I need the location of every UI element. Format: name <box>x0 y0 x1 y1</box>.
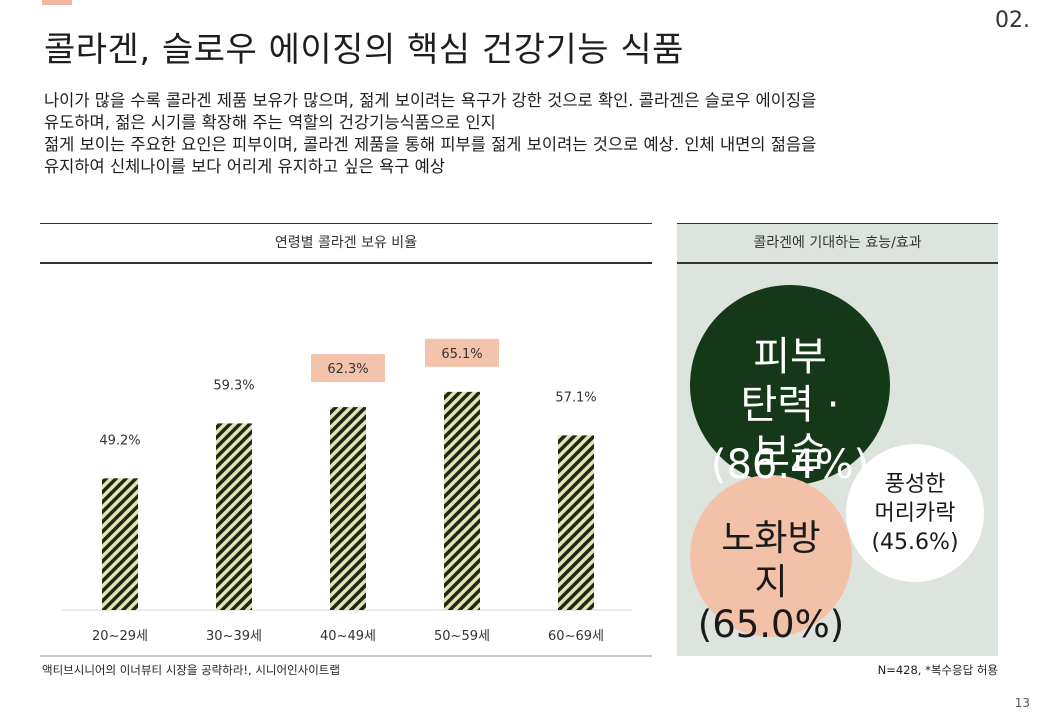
category-label-4: 60~69세 <box>548 629 604 644</box>
page-number: 13 <box>1014 696 1030 710</box>
category-label-1: 30~39세 <box>206 629 262 644</box>
page-title: 콜라겐, 슬로우 에이징의 핵심 건강기능 식품 <box>44 30 684 70</box>
description-line: 나이가 많을 수록 콜라겐 제품 보유가 많으며, 젊게 보이려는 욕구가 강한… <box>44 91 817 110</box>
value-label-3: 65.1% <box>441 347 482 362</box>
section-code: 02. <box>995 8 1030 33</box>
right-header-rule-bottom <box>677 262 998 264</box>
source-citation: 액티브시니어의 이너뷰티 시장을 공략하라!, 시니어인사이트랩 <box>42 663 340 677</box>
effects-header: 콜라겐에 기대하는 효능/효과 <box>753 235 922 251</box>
right-header-rule-top <box>677 223 998 224</box>
skin-elasticity-value: (86.4%) <box>710 442 870 488</box>
category-label-0: 20~29세 <box>92 629 148 644</box>
hair-volume-label: 풍성한 머리카락 (45.6%) <box>871 471 959 555</box>
anti-aging-value: (65.0%) <box>697 603 845 646</box>
skin-elasticity-label: 피부 탄력 · 보습 <box>740 334 840 476</box>
bar-3 <box>444 391 480 610</box>
bar-chart: 49.2% 20~29세 59.3% 30~39세 62.3% 40~49세 65.1% 50… <box>62 338 632 644</box>
category-label-2: 40~49세 <box>320 629 376 644</box>
description-line: 유도하며, 젊은 시기를 확장해 주는 역할의 건강기능식품으로 인지 <box>44 113 496 132</box>
chart-header: 연령별 콜라겐 보유 비율 <box>274 235 418 251</box>
left-header-rule-bottom <box>40 262 652 264</box>
value-label-highlight-3 <box>425 338 499 367</box>
anti-aging-bubble: 노화방 지 <box>690 475 852 637</box>
value-label-1: 59.3% <box>213 378 254 393</box>
category-label-3: 50~59세 <box>434 629 490 644</box>
value-label-4: 57.1% <box>555 390 596 405</box>
bar-1 <box>216 423 252 610</box>
anti-aging-label: 노화방 지 <box>721 518 821 603</box>
chart-bottom-rule <box>40 655 652 657</box>
bar-4 <box>558 435 594 610</box>
left-header-rule-top <box>40 223 652 224</box>
accent-tab <box>42 0 72 5</box>
value-label-0: 49.2% <box>99 433 140 448</box>
value-label-highlight-2 <box>311 354 385 383</box>
description: 나이가 많을 수록 콜라겐 제품 보유가 많으며, 젊게 보이려는 욕구가 강한… <box>44 90 994 178</box>
skin-elasticity-bubble: 피부 탄력 · 보습 <box>690 285 890 485</box>
bar-2 <box>330 407 366 610</box>
value-label-2: 62.3% <box>327 362 368 377</box>
description-line: 유지하여 신체나이를 보다 어리게 유지하고 싶은 욕구 예상 <box>44 157 446 176</box>
bar-0 <box>102 478 138 610</box>
description-line: 젊게 보이는 주요한 요인은 피부이며, 콜라겐 제품을 통해 피부를 젊게 보… <box>44 135 817 154</box>
hair-volume-bubble: 풍성한 머리카락 (45.6%) <box>846 444 984 582</box>
sample-note: N=428, *복수응답 허용 <box>877 663 998 677</box>
